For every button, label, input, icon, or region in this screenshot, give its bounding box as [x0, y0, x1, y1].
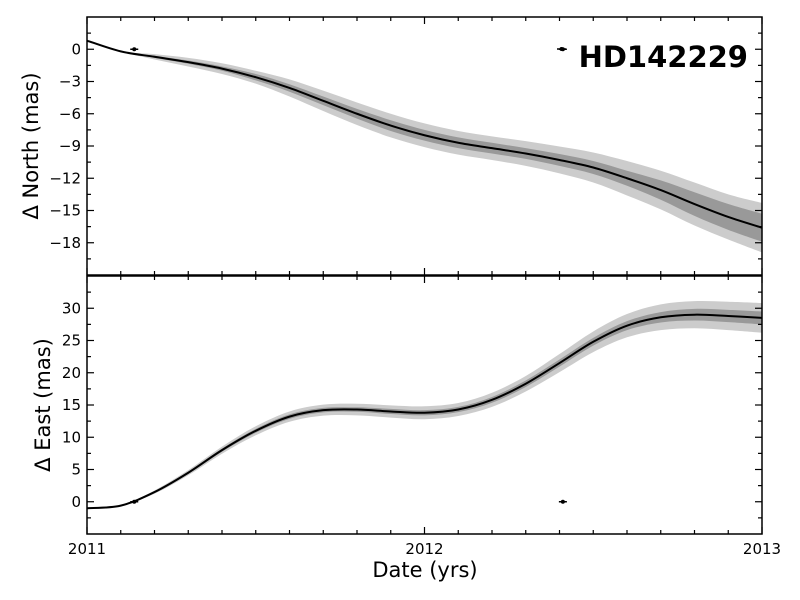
north-y-tick-label: −15	[49, 202, 81, 220]
east-outer-confidence-band	[87, 301, 762, 509]
x-tick-labels: 2011 2012 2013	[68, 540, 781, 558]
east-y-tick-label: 0	[71, 493, 81, 511]
north-y-tick-label: 0	[71, 40, 81, 58]
north-tick-labels: 0 −3 −6 −9 −12 −15 −18	[49, 40, 81, 252]
north-panel: 0 −3 −6 −9 −12 −15 −18 Δ North (mas) HD142229	[19, 16, 763, 276]
north-ticks	[86, 17, 763, 275]
x-tick-label: 2013	[743, 540, 781, 558]
chart-title: HD142229	[579, 40, 748, 74]
x-tick-label: 2012	[405, 540, 443, 558]
east-y-tick-label: 5	[71, 461, 81, 479]
east-y-tick-label: 25	[62, 332, 81, 350]
legend-marker	[559, 47, 564, 51]
east-y-tick-label: 20	[62, 364, 81, 382]
east-y-axis-label: Δ East (mas)	[31, 338, 55, 472]
north-y-tick-label: −9	[59, 137, 81, 155]
north-y-axis-label: Δ North (mas)	[19, 72, 43, 219]
east-y-tick-label: 10	[62, 428, 81, 446]
east-data-layer	[87, 301, 762, 510]
legend: HD142229	[557, 40, 748, 74]
east-y-tick-label: 15	[62, 396, 81, 414]
east-tick-labels: 0 5 10 15 20 25 30	[62, 299, 81, 511]
north-y-tick-label: −12	[49, 169, 81, 187]
north-outer-confidence-band	[87, 40, 762, 253]
east-y-tick-label: 30	[62, 299, 81, 317]
north-orbit-line	[87, 39, 762, 229]
x-axis-label: Date (yrs)	[372, 558, 477, 582]
east-plot-area	[87, 301, 762, 510]
north-y-tick-label: −6	[59, 105, 81, 123]
east-orbit-line	[87, 313, 762, 510]
east-data-point-0	[132, 499, 137, 504]
east-ticks	[86, 276, 763, 534]
north-data-point-0	[132, 47, 137, 52]
east-panel: 0 5 10 15 20 25 30 Δ East (mas)	[31, 275, 763, 535]
north-y-tick-label: −18	[49, 234, 81, 252]
east-data-point-1	[560, 499, 565, 504]
north-y-tick-label: −3	[59, 73, 81, 91]
x-tick-label: 2011	[68, 540, 106, 558]
